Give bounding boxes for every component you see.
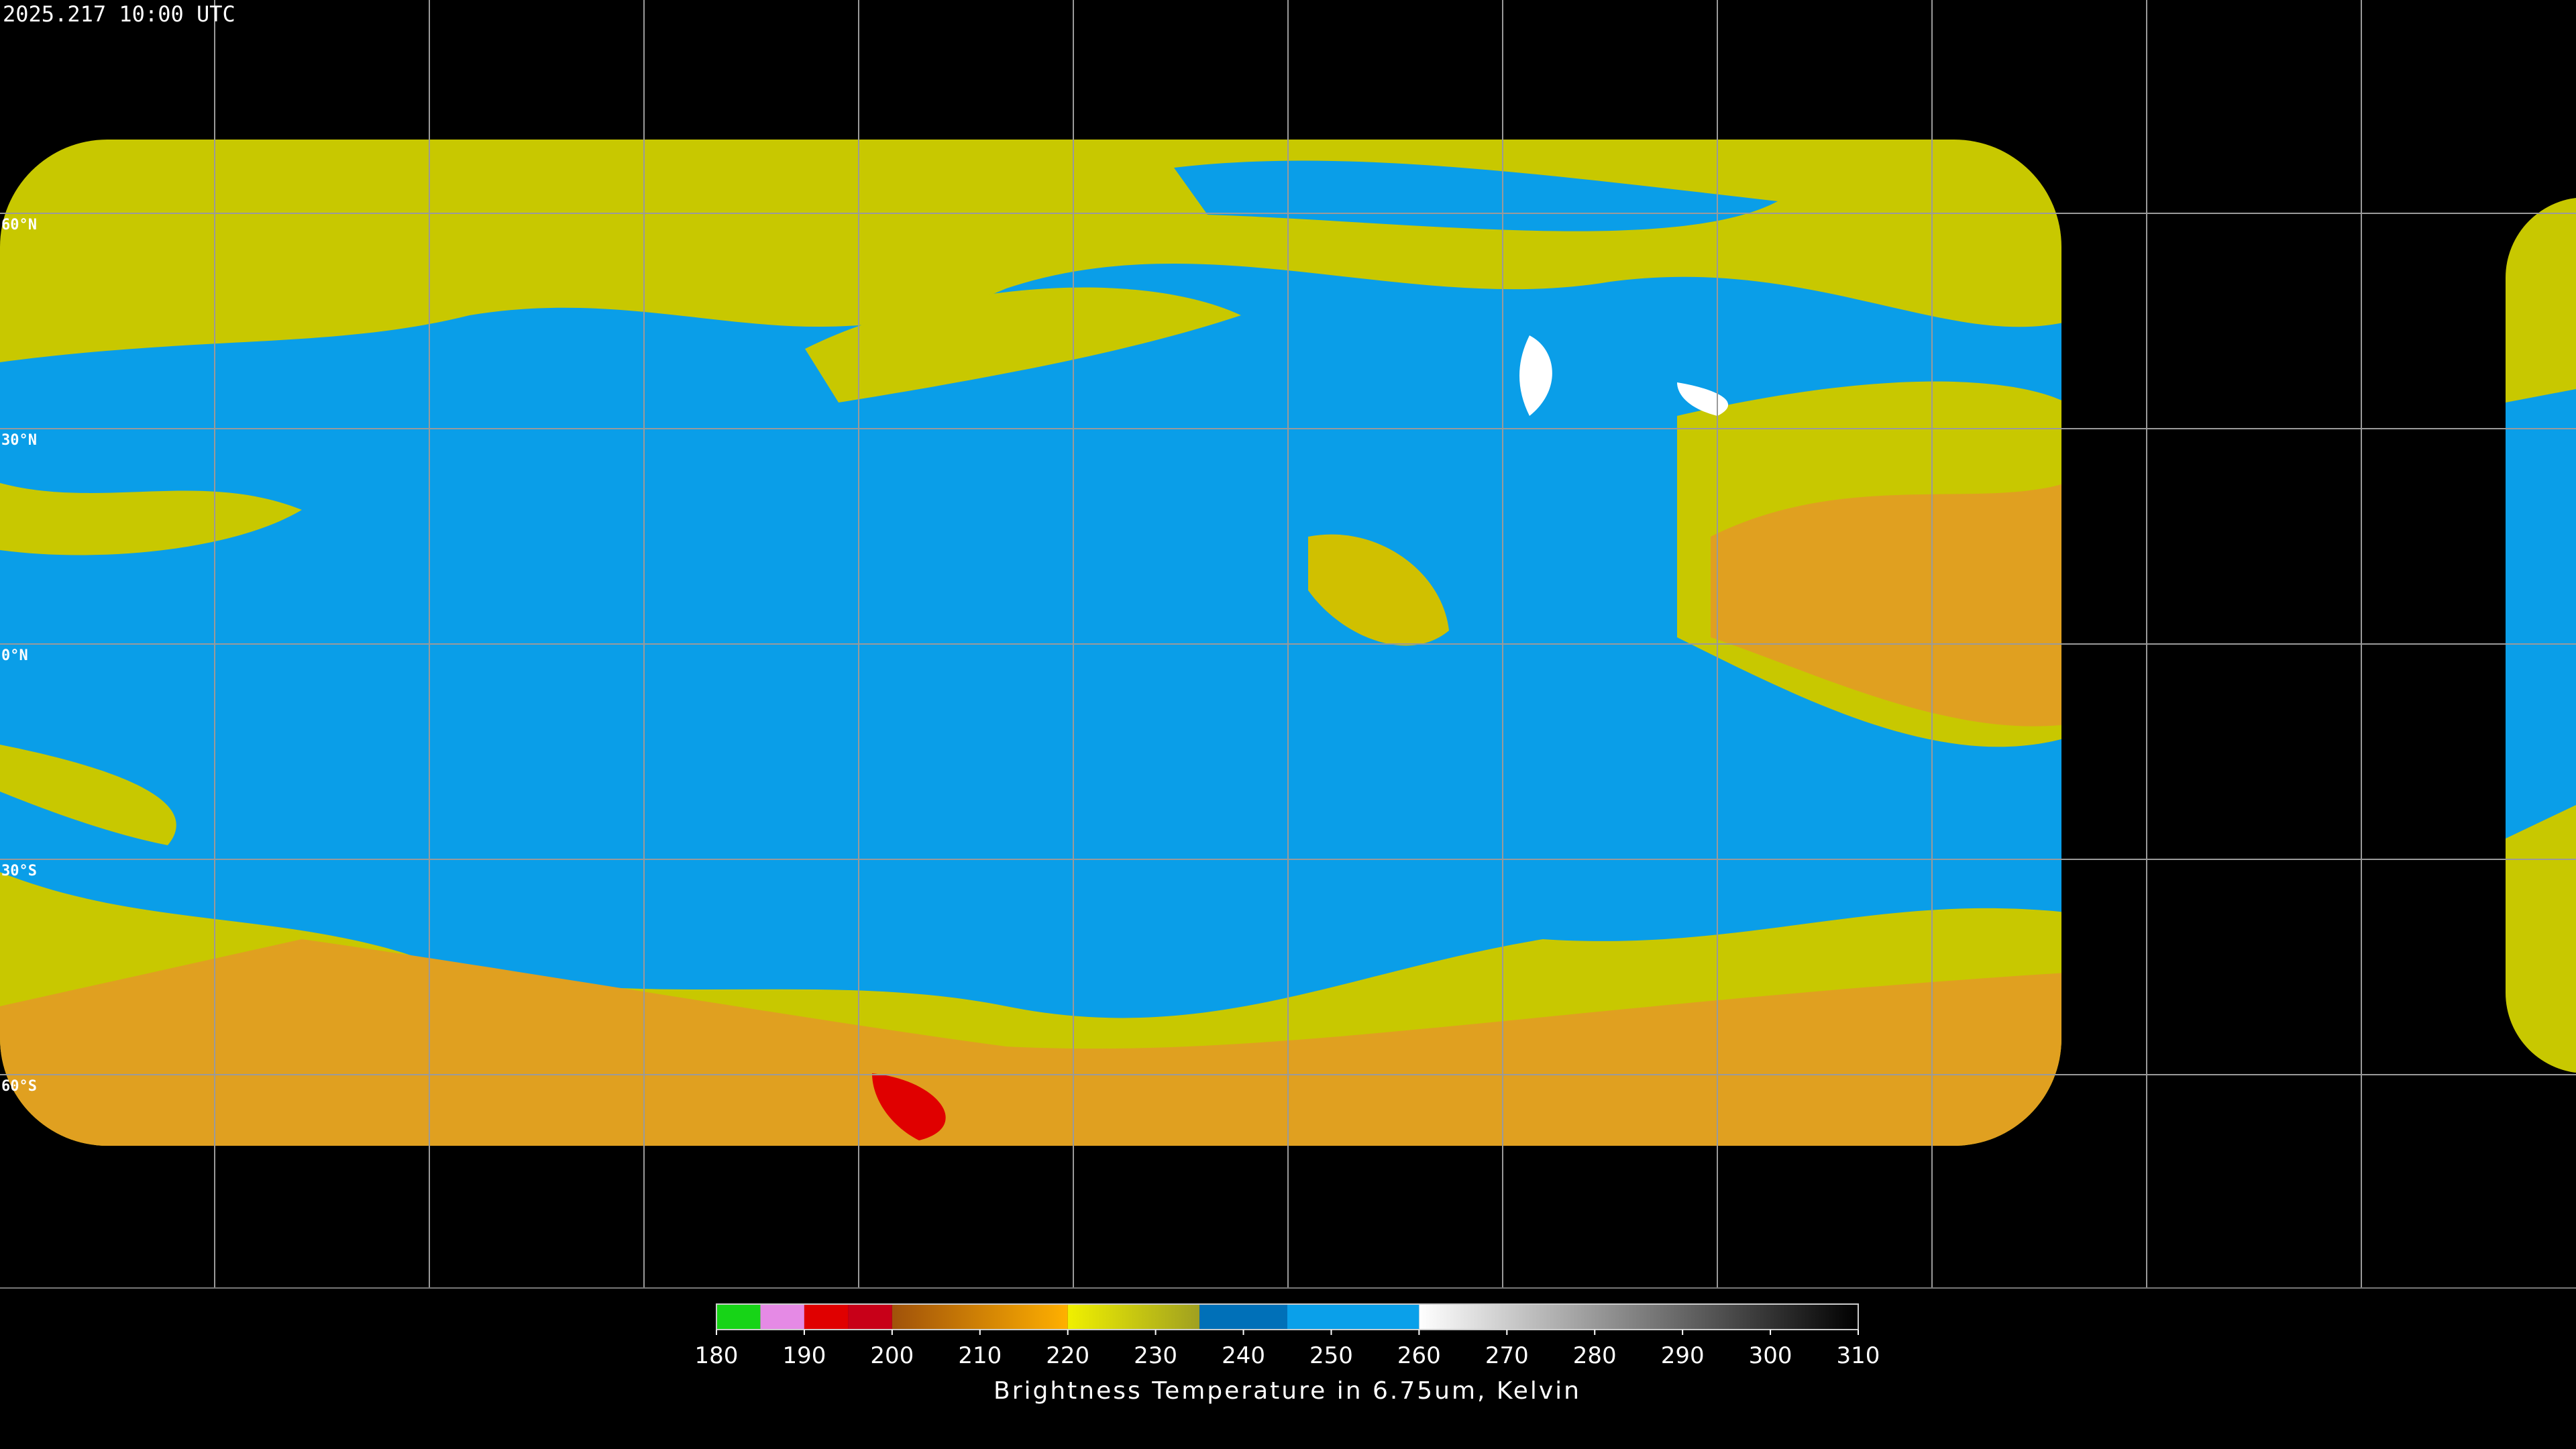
timestamp: 2025.217 10:00 UTC — [3, 1, 235, 27]
colorbar-tick-label: 310 — [1837, 1342, 1880, 1369]
colorbar-tick-label: 270 — [1485, 1342, 1529, 1369]
colorbar-tick-label: 290 — [1661, 1342, 1705, 1369]
latitude-label: 30°N — [1, 432, 37, 449]
colorbar-tick-label: 180 — [695, 1342, 739, 1369]
colorbar-segment — [716, 1304, 761, 1330]
colorbar-caption: Brightness Temperature in 6.75um, Kelvin — [994, 1377, 1581, 1405]
colorbar-frame — [716, 1303, 1859, 1330]
latitude-label: 60°S — [1, 1078, 37, 1095]
colorbar-tick-label: 240 — [1222, 1342, 1265, 1369]
colorbar-tick-label: 220 — [1046, 1342, 1089, 1369]
colorbar-tick-label: 230 — [1134, 1342, 1177, 1369]
colorbar-segment — [1199, 1304, 1287, 1330]
colorbar-tick-label: 280 — [1573, 1342, 1617, 1369]
colorbar-tick-label: 190 — [782, 1342, 826, 1369]
latitude-label: 30°S — [1, 863, 37, 879]
latitude-label: 0°N — [1, 647, 28, 664]
colorbar-segment — [892, 1304, 1068, 1330]
colorbar-segment — [1287, 1304, 1419, 1330]
water-vapor-imagery-wrap — [2506, 197, 2576, 1073]
colorbar-segment — [760, 1304, 804, 1330]
colorbar-segment — [804, 1304, 849, 1330]
colorbar-tick-label: 300 — [1749, 1342, 1792, 1369]
colorbar-segment — [848, 1304, 892, 1330]
colorbar-segment — [1419, 1304, 1858, 1330]
colorbar-tick-label: 210 — [958, 1342, 1002, 1369]
graticule — [0, 0, 2576, 1288]
colorbar-segment — [1067, 1304, 1200, 1330]
latitude-label: 60°N — [1, 217, 37, 233]
colorbar-tick-label: 250 — [1309, 1342, 1353, 1369]
colorbar-tick-label: 260 — [1397, 1342, 1441, 1369]
colorbar-tick-label: 200 — [870, 1342, 914, 1369]
